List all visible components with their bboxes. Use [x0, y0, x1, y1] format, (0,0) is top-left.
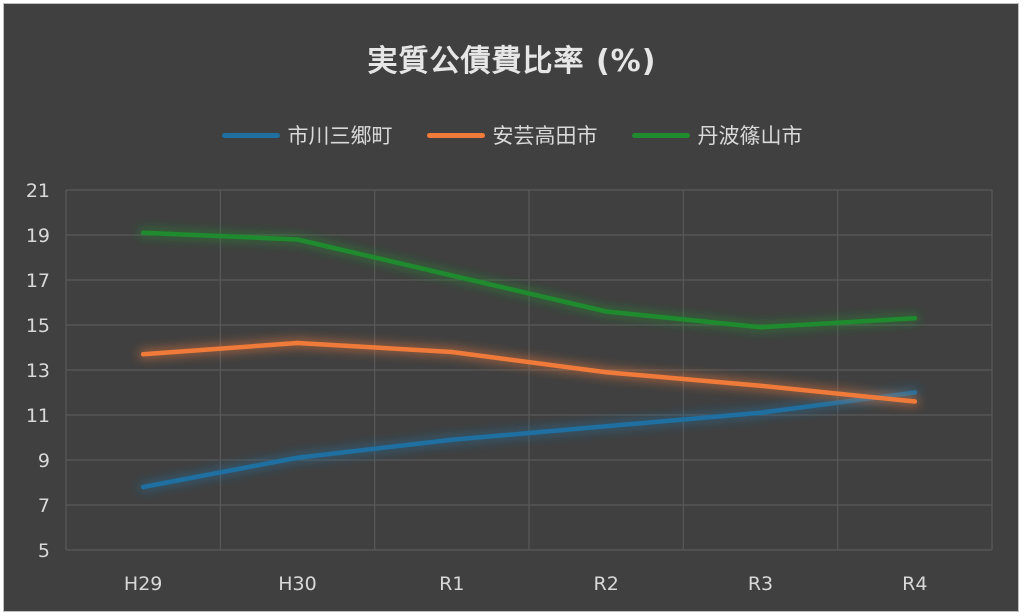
legend-swatch-series-1 — [221, 132, 280, 138]
data-point-series-2 — [449, 349, 455, 355]
y-tick-label: 11 — [26, 405, 50, 427]
y-tick-label: 7 — [38, 495, 50, 517]
data-point-series-1 — [758, 410, 763, 415]
y-tick-label: 17 — [26, 270, 50, 292]
series-line-1 — [140, 390, 918, 490]
series-line-2 — [140, 340, 918, 404]
x-tick-label: R3 — [748, 573, 773, 595]
data-point-series-1 — [449, 437, 455, 442]
data-point-series-1 — [295, 455, 300, 460]
data-point-series-2 — [140, 352, 146, 357]
data-point-series-2 — [758, 383, 763, 388]
data-point-series-3 — [449, 273, 455, 278]
x-tick-label: R4 — [902, 573, 927, 595]
data-point-series-2 — [603, 370, 609, 375]
data-point-series-1 — [603, 424, 609, 429]
series-line-3 — [140, 230, 918, 330]
data-point-series-3 — [912, 316, 918, 321]
legend: 市川三郷町 安芸高田市 丹波篠山市 — [4, 120, 1020, 150]
data-point-series-3 — [758, 325, 763, 330]
data-point-series-2 — [295, 340, 300, 346]
x-tick-label: H30 — [278, 573, 316, 595]
data-point-series-1 — [140, 484, 146, 490]
legend-item-series-2: 安芸高田市 — [426, 120, 598, 150]
y-tick-label: 13 — [26, 360, 50, 382]
data-point-series-3 — [603, 309, 609, 314]
x-tick-label: R2 — [594, 573, 619, 595]
legend-item-series-1: 市川三郷町 — [221, 120, 393, 150]
y-tick-label: 21 — [26, 180, 50, 202]
data-point-series-1 — [912, 390, 918, 395]
chart-area: 実質公債費比率 (%) 市川三郷町 安芸高田市 丹波篠山市 5 7 9 11 13 15 1… — [3, 3, 1019, 612]
y-tick-label: 5 — [38, 540, 50, 562]
legend-swatch-series-3 — [631, 132, 690, 138]
chart-title: 実質公債費比率 (%) — [367, 44, 657, 79]
data-point-series-3 — [140, 230, 146, 235]
y-tick-label: 9 — [38, 450, 50, 472]
y-tick-label: 15 — [26, 315, 50, 337]
legend-label-series-3: 丹波篠山市 — [697, 124, 803, 148]
legend-label-series-1: 市川三郷町 — [287, 124, 393, 148]
data-point-series-3 — [295, 237, 300, 242]
legend-swatch-series-2 — [426, 132, 485, 138]
legend-item-series-3: 丹波篠山市 — [631, 120, 803, 150]
y-tick-label: 19 — [26, 225, 50, 247]
x-tick-label: R1 — [439, 573, 464, 595]
plot-area: 5 7 9 11 13 15 17 19 21 H29 H30 R1 R2 R3 R4 — [26, 180, 993, 595]
x-tick-label: H29 — [124, 573, 162, 595]
data-point-series-2 — [912, 399, 918, 404]
legend-label-series-2: 安芸高田市 — [492, 124, 598, 148]
